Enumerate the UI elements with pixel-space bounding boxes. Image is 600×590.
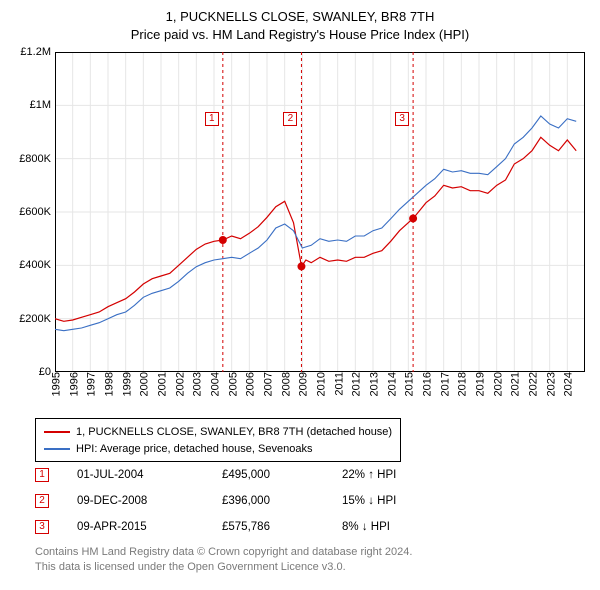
transaction-marker: 3	[35, 520, 49, 534]
transaction-marker: 1	[35, 468, 49, 482]
x-tick-label: 2012	[348, 372, 363, 396]
transaction-delta: 8% ↓ HPI	[342, 521, 462, 533]
x-tick-label: 2002	[171, 372, 186, 396]
event-marker: 1	[205, 112, 219, 126]
y-tick-label: £400K	[19, 259, 55, 271]
transaction-row: 2 09-DEC-2008£396,00015% ↓ HPI	[35, 488, 462, 514]
transaction-price: £575,786	[222, 521, 342, 533]
x-tick-label: 2021	[507, 372, 522, 396]
x-tick-label: 1995	[48, 372, 63, 396]
transaction-delta: 15% ↓ HPI	[342, 495, 462, 507]
transaction-row: 1 01-JUL-2004£495,00022% ↑ HPI	[35, 462, 462, 488]
legend-swatch	[44, 448, 70, 450]
x-tick-label: 1998	[101, 372, 116, 396]
x-tick-label: 2014	[383, 372, 398, 396]
legend-label: 1, PUCKNELLS CLOSE, SWANLEY, BR8 7TH (de…	[76, 424, 392, 441]
chart-subtitle: Price paid vs. HM Land Registry's House …	[0, 26, 600, 44]
x-tick-label: 2023	[542, 372, 557, 396]
x-tick-label: 2005	[224, 372, 239, 396]
legend-item: HPI: Average price, detached house, Seve…	[44, 441, 392, 458]
x-tick-label: 2000	[136, 372, 151, 396]
transaction-date: 01-JUL-2004	[77, 469, 222, 481]
x-tick-label: 1996	[65, 372, 80, 396]
x-tick-label: 2016	[419, 372, 434, 396]
chart-plot-area: £0£200K£400K£600K£800K£1M£1.2M1995199619…	[55, 52, 585, 372]
x-tick-label: 2013	[366, 372, 381, 396]
event-marker: 2	[283, 112, 297, 126]
y-tick-label: £600K	[19, 206, 55, 218]
x-tick-label: 2010	[313, 372, 328, 396]
x-tick-label: 2004	[207, 372, 222, 396]
y-tick-label: £200K	[19, 313, 55, 325]
y-tick-label: £1.2M	[20, 46, 55, 58]
x-tick-label: 2015	[401, 372, 416, 396]
transaction-date: 09-APR-2015	[77, 521, 222, 533]
x-tick-label: 2001	[154, 372, 169, 396]
footer-line: This data is licensed under the Open Gov…	[35, 560, 412, 575]
footer-text: Contains HM Land Registry data © Crown c…	[35, 545, 412, 576]
footer-line: Contains HM Land Registry data © Crown c…	[35, 545, 412, 560]
x-tick-label: 1997	[83, 372, 98, 396]
legend-label: HPI: Average price, detached house, Seve…	[76, 441, 312, 458]
legend-swatch	[44, 431, 70, 433]
chart-svg	[55, 52, 585, 372]
y-tick-label: £1M	[30, 99, 55, 111]
chart-title: 1, PUCKNELLS CLOSE, SWANLEY, BR8 7TH	[0, 8, 600, 26]
x-tick-label: 2018	[454, 372, 469, 396]
x-tick-label: 2007	[260, 372, 275, 396]
y-tick-label: £800K	[19, 153, 55, 165]
x-tick-label: 2024	[560, 372, 575, 396]
transaction-delta: 22% ↑ HPI	[342, 469, 462, 481]
x-tick-label: 2022	[525, 372, 540, 396]
legend-item: 1, PUCKNELLS CLOSE, SWANLEY, BR8 7TH (de…	[44, 424, 392, 441]
x-tick-label: 2019	[472, 372, 487, 396]
x-tick-label: 2017	[436, 372, 451, 396]
x-tick-label: 2006	[242, 372, 257, 396]
transaction-price: £495,000	[222, 469, 342, 481]
x-tick-label: 2020	[489, 372, 504, 396]
legend-box: 1, PUCKNELLS CLOSE, SWANLEY, BR8 7TH (de…	[35, 418, 401, 462]
x-tick-label: 2011	[330, 372, 345, 396]
x-tick-label: 2009	[295, 372, 310, 396]
title-block: 1, PUCKNELLS CLOSE, SWANLEY, BR8 7TH Pri…	[0, 0, 600, 44]
transaction-price: £396,000	[222, 495, 342, 507]
transaction-date: 09-DEC-2008	[77, 495, 222, 507]
transaction-table: 1 01-JUL-2004£495,00022% ↑ HPI 2 09-DEC-200…	[35, 462, 462, 540]
transaction-marker: 2	[35, 494, 49, 508]
x-tick-label: 1999	[118, 372, 133, 396]
x-tick-label: 2008	[277, 372, 292, 396]
event-marker: 3	[395, 112, 409, 126]
x-tick-label: 2003	[189, 372, 204, 396]
transaction-row: 3 09-APR-2015£575,7868% ↓ HPI	[35, 514, 462, 540]
